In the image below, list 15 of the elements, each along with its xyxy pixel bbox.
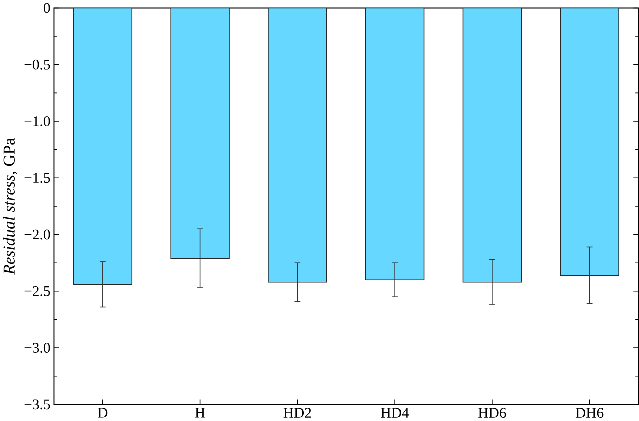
x-tick-label: HD2 (284, 408, 312, 418)
x-tick-label: DH6 (576, 408, 604, 418)
y-tick-label: −1.5 (24, 173, 50, 183)
x-tick-label: H (195, 408, 206, 418)
y-axis-title: Residual stress, GPa (3, 138, 18, 275)
y-tick-label: 0 (44, 3, 50, 14)
y-tick-label: −3.0 (24, 342, 50, 353)
y-tick-label: −3.5 (24, 400, 50, 410)
y-tick-label: −0.5 (24, 60, 50, 70)
x-tick-label: HD4 (381, 408, 410, 418)
x-tick-label: HD6 (478, 408, 506, 418)
y-tick-label: −2.0 (24, 230, 50, 240)
y-tick-label: −1.0 (24, 116, 50, 126)
x-tick-label: D (98, 408, 108, 418)
y-tick-label: −2.5 (24, 286, 50, 296)
